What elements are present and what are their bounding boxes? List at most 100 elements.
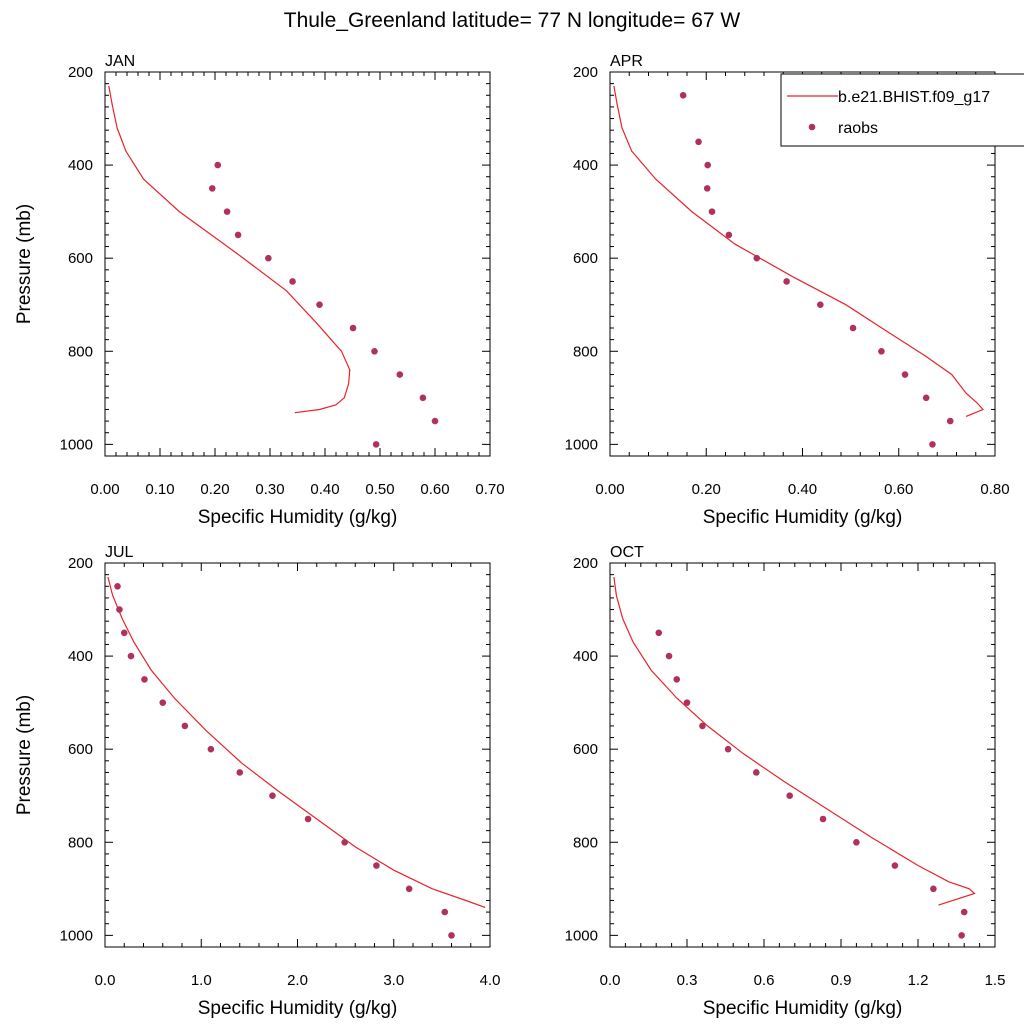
plot-frame-jan bbox=[104, 71, 491, 457]
y-tick-label: 600 bbox=[68, 250, 93, 267]
raobs-point bbox=[234, 231, 242, 239]
raobs-point bbox=[269, 792, 276, 800]
panel-apr: APR 200 400 600 800 1000 0.00 0.20 0.40 0.60 0.80 S… bbox=[565, 53, 1010, 528]
raobs-point bbox=[958, 932, 965, 939]
raobs-point bbox=[371, 347, 378, 355]
raobs-point bbox=[289, 278, 296, 285]
y-tick-label: 600 bbox=[573, 741, 598, 758]
panel-jul: JUL 200 400 600 800 1000 0.0 1.0 2.0 3.0 4.0 Specif… bbox=[14, 544, 500, 1019]
raobs-point bbox=[223, 208, 231, 215]
raobs-point bbox=[341, 838, 348, 846]
raobs-point bbox=[141, 676, 148, 683]
raobs-point bbox=[665, 652, 673, 660]
y-tick-label: 400 bbox=[573, 648, 598, 665]
raobs-point bbox=[265, 254, 272, 262]
model-line-jul bbox=[107, 576, 486, 908]
raobs-point bbox=[441, 908, 449, 916]
x-tick-label: 4.0 bbox=[480, 972, 501, 989]
raobs-point bbox=[208, 185, 216, 192]
raobs-point bbox=[753, 254, 761, 262]
raobs-point bbox=[304, 815, 312, 823]
raobs-point bbox=[316, 301, 323, 309]
raobs-point bbox=[853, 838, 860, 846]
x-tick-label: 0.80 bbox=[980, 481, 1009, 498]
panel-title-oct: OCT bbox=[610, 544, 644, 561]
x-tick-label: 1.0 bbox=[191, 972, 212, 989]
raobs-point bbox=[396, 371, 404, 378]
y-tick-label: 800 bbox=[573, 343, 598, 360]
y-tick-label: 200 bbox=[573, 555, 598, 572]
y-tick-label: 400 bbox=[68, 648, 93, 665]
plot-frame-oct bbox=[609, 562, 996, 948]
raobs-point bbox=[236, 769, 244, 776]
raobs-point bbox=[114, 582, 121, 590]
y-tick-label: 1000 bbox=[60, 927, 93, 944]
x-tick-label: 0.60 bbox=[420, 481, 449, 498]
raobs-point bbox=[181, 722, 189, 730]
x-tick-label: 0.3 bbox=[677, 972, 698, 989]
x-tick-label: 0.40 bbox=[788, 481, 817, 498]
y-axis-label-jan: Pressure (mb) bbox=[14, 204, 35, 324]
x-tick-label: 1.5 bbox=[985, 972, 1006, 989]
raobs-point bbox=[373, 862, 380, 869]
x-axis-label-jan: Specific Humidity (g/kg) bbox=[198, 507, 398, 528]
x-tick-label: 0.70 bbox=[475, 481, 504, 498]
raobs-point bbox=[817, 301, 824, 309]
x-axis-label-oct: Specific Humidity (g/kg) bbox=[703, 998, 903, 1019]
y-tick-label: 200 bbox=[68, 64, 93, 81]
raobs-point bbox=[699, 722, 706, 730]
x-tick-label: 0.10 bbox=[145, 481, 174, 498]
panel-jan: JAN 200 400 600 800 1000 0.00 0.10 0.20 0.30 0.40 0… bbox=[14, 53, 505, 528]
panel-title-jan: JAN bbox=[105, 53, 135, 70]
x-tick-label: 0.00 bbox=[595, 481, 624, 498]
y-axis-label-jul: Pressure (mb) bbox=[14, 695, 35, 815]
x-tick-label: 1.2 bbox=[908, 972, 929, 989]
x-tick-label: 0.20 bbox=[692, 481, 721, 498]
x-tick-label: 0.0 bbox=[600, 972, 621, 989]
raobs-point bbox=[704, 161, 711, 169]
raobs-point bbox=[891, 862, 899, 869]
y-tick-label: 1000 bbox=[565, 927, 598, 944]
panels-group: JAN 200 400 600 800 1000 0.00 0.10 0.20 0.30 0.40 0… bbox=[14, 53, 1024, 1019]
raobs-point bbox=[349, 324, 357, 332]
panel-title-jul: JUL bbox=[105, 544, 134, 561]
raobs-point bbox=[207, 745, 215, 753]
raobs-point bbox=[849, 324, 857, 332]
raobs-point bbox=[901, 371, 909, 378]
raobs-point bbox=[946, 417, 954, 425]
raobs-point bbox=[372, 441, 380, 448]
x-tick-label: 2.0 bbox=[287, 972, 308, 989]
raobs-point bbox=[960, 908, 968, 916]
y-tick-label: 200 bbox=[68, 555, 93, 572]
raobs-point bbox=[683, 699, 691, 706]
x-axis-label-jul: Specific Humidity (g/kg) bbox=[198, 998, 398, 1019]
raobs-point bbox=[708, 208, 716, 215]
x-tick-label: 3.0 bbox=[383, 972, 404, 989]
panel-oct: OCT 200 400 600 800 1000 0.0 0.3 0.6 0.9 1.2 1.5 Spe… bbox=[565, 544, 1006, 1019]
legend-box bbox=[780, 73, 1024, 147]
y-tick-label: 800 bbox=[68, 834, 93, 851]
main-title: Thule_Greenland latitude= 77 N longitude… bbox=[284, 9, 741, 32]
y-tick-label: 800 bbox=[68, 343, 93, 360]
y-tick-label: 400 bbox=[68, 157, 93, 174]
raobs-point bbox=[419, 394, 427, 402]
y-tick-label: 200 bbox=[573, 64, 598, 81]
raobs-point bbox=[673, 676, 681, 683]
legend-obs-label: raobs bbox=[838, 120, 878, 137]
raobs-point bbox=[120, 629, 128, 637]
x-tick-label: 0.50 bbox=[365, 481, 394, 498]
raobs-point bbox=[703, 185, 711, 192]
y-tick-label: 600 bbox=[573, 250, 598, 267]
model-line-apr bbox=[613, 85, 985, 417]
x-tick-label: 0.6 bbox=[754, 972, 775, 989]
raobs-point bbox=[725, 231, 733, 239]
y-tick-label: 1000 bbox=[565, 436, 598, 453]
legend-obs-swatch bbox=[808, 123, 816, 131]
raobs-point bbox=[878, 347, 885, 355]
raobs-point bbox=[819, 815, 827, 823]
raobs-point bbox=[127, 652, 135, 660]
x-axis-label-apr: Specific Humidity (g/kg) bbox=[703, 507, 903, 528]
x-tick-label: 0.60 bbox=[884, 481, 913, 498]
